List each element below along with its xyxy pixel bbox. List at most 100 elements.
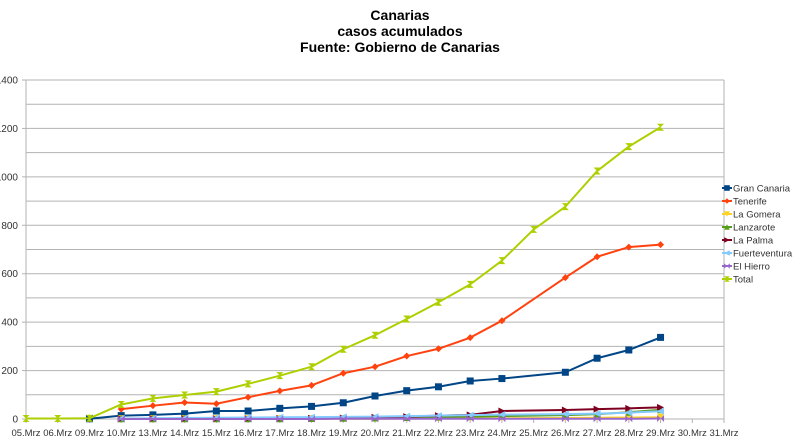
y-tick-label: 600 [1, 269, 18, 280]
data-point [498, 257, 506, 265]
legend-item: Gran Canaria [722, 184, 791, 195]
y-tick-label: 1200 [0, 124, 18, 135]
legend-label: La Palma [733, 236, 774, 247]
data-point [244, 415, 252, 423]
data-point [434, 383, 442, 391]
x-tick-label: 23.Mrz [456, 428, 485, 439]
data-point [625, 143, 633, 151]
x-tick-label: 29.Mrz [646, 428, 675, 439]
legend-label: Gran Canaria [733, 184, 791, 195]
data-point [244, 393, 252, 401]
data-point [593, 253, 601, 261]
x-tick-label: 19.Mrz [329, 428, 358, 439]
data-point [625, 243, 633, 251]
data-point [498, 317, 506, 325]
legend-marker [724, 211, 730, 217]
y-tick-label: 1000 [0, 172, 18, 183]
y-tick-label: 800 [1, 221, 18, 232]
y-tick-label: 200 [1, 366, 18, 377]
data-point [276, 372, 284, 380]
data-point [339, 369, 347, 377]
data-point [371, 415, 379, 423]
y-tick-label: 400 [1, 318, 18, 329]
data-point [466, 334, 474, 342]
data-point [498, 411, 506, 419]
chart-source: Fuente: Gobierno de Canarias [300, 39, 500, 55]
data-point [403, 352, 411, 360]
data-point [181, 399, 189, 407]
data-point [149, 394, 157, 402]
data-point [117, 400, 125, 408]
legend-label: La Gomera [733, 210, 781, 221]
legend-item: Tenerife [722, 197, 767, 208]
data-point [498, 415, 506, 423]
x-tick-label: 14.Mrz [170, 428, 199, 439]
x-tick-label: 18.Mrz [297, 428, 326, 439]
data-point [403, 387, 411, 395]
data-point [276, 415, 284, 423]
x-tick-label: 28.Mrz [614, 428, 643, 439]
data-point [149, 411, 157, 419]
data-point [212, 388, 220, 396]
data-point [657, 403, 665, 411]
legend-label: Lanzarote [733, 223, 775, 234]
legend-label: Tenerife [733, 197, 767, 208]
data-point [212, 400, 220, 408]
x-tick-label: 30.Mrz [678, 428, 707, 439]
chart-title: Canarias [370, 7, 430, 23]
data-point [466, 377, 474, 385]
legend-item: El Hierro [722, 262, 770, 273]
data-point [561, 406, 569, 414]
series-line [89, 336, 661, 420]
data-point [149, 402, 157, 410]
x-tick-label: 17.Mrz [265, 428, 294, 439]
data-point [308, 415, 316, 423]
x-tick-label: 13.Mrz [138, 428, 167, 439]
data-point [466, 415, 474, 423]
data-point [308, 402, 316, 410]
data-point [212, 407, 220, 415]
legend-marker [724, 263, 730, 269]
data-point [149, 415, 157, 423]
data-point [561, 368, 569, 376]
legend-marker [724, 198, 730, 204]
x-tick-label: 26.Mrz [551, 428, 580, 439]
data-point [276, 404, 284, 412]
data-point [530, 225, 538, 233]
data-point [339, 399, 347, 407]
legend-label: El Hierro [733, 262, 770, 273]
data-point [561, 274, 569, 282]
x-tick-label: 24.Mrz [487, 428, 516, 439]
legend-marker [724, 250, 730, 256]
legend-marker [724, 237, 730, 243]
legend-item: Total [722, 275, 753, 286]
data-point [212, 415, 220, 423]
legend-marker [724, 185, 730, 191]
series-tenerife [117, 241, 665, 413]
data-point [625, 404, 633, 412]
data-point [561, 410, 569, 418]
data-point [625, 414, 633, 422]
data-point [657, 241, 665, 249]
y-tick-label: 1400 [0, 76, 18, 87]
data-point [117, 415, 125, 423]
x-tick-label: 22.Mrz [424, 428, 453, 439]
data-point [434, 298, 442, 306]
data-point [276, 387, 284, 395]
legend-item: La Gomera [722, 210, 781, 221]
data-point [561, 203, 569, 211]
x-tick-label: 16.Mrz [234, 428, 263, 439]
data-point [339, 415, 347, 423]
legend-label: Total [733, 275, 753, 286]
data-point [466, 411, 474, 419]
data-point [593, 167, 601, 175]
legend-item: Fuerteventura [722, 249, 793, 260]
data-point [308, 381, 316, 389]
data-point [657, 413, 665, 421]
data-point [593, 410, 601, 418]
x-tick-label: 09.Mrz [75, 428, 104, 439]
data-point [657, 415, 665, 423]
data-point [625, 346, 633, 354]
data-point [339, 345, 347, 353]
data-point [181, 410, 189, 418]
